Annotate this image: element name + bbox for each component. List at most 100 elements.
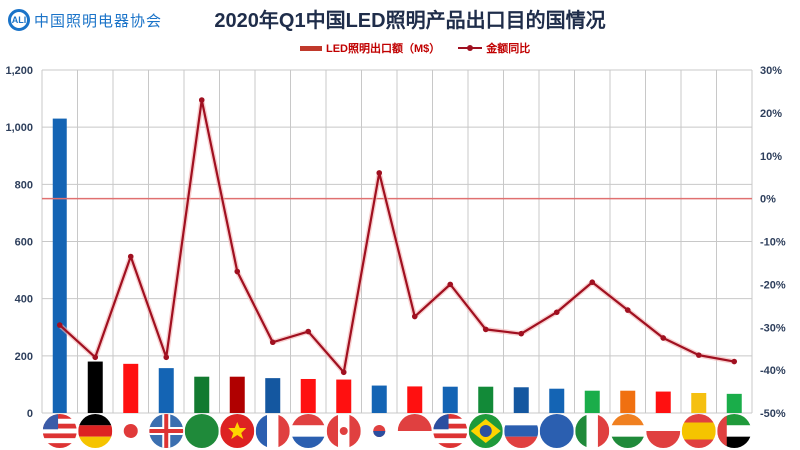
flag-band: [717, 414, 727, 448]
left-axis-tick: 0: [27, 408, 33, 420]
right-axis-tick: 0%: [760, 194, 776, 206]
bar-netherlands: [300, 378, 316, 413]
flag-band: [78, 436, 113, 448]
line-point: [56, 322, 63, 328]
line-point: [589, 279, 596, 286]
flag-stripe: [433, 433, 468, 439]
flag-band: [575, 414, 587, 448]
flag-dot: [479, 425, 492, 437]
line-point: [731, 358, 738, 365]
flag-bg: [184, 414, 219, 448]
flag-band: [291, 414, 326, 426]
logo-text: 中国照明电器协会: [34, 11, 163, 30]
flag-uk-icon: [149, 414, 184, 448]
line-point: [198, 97, 205, 103]
right-axis-tick: 10%: [760, 151, 782, 163]
flag-stripe: [42, 433, 77, 439]
flag-band: [278, 414, 290, 448]
flag-band: [610, 425, 645, 437]
right-axis-tick: -50%: [760, 408, 786, 420]
bar-series: [52, 118, 742, 413]
flag-band: [646, 414, 681, 431]
line-marker-icon: [458, 45, 483, 51]
line-point: [234, 268, 241, 275]
bar-vietnam: [229, 376, 245, 413]
right-axis-tick: -30%: [760, 322, 786, 334]
logo-mark-icon: ALI: [8, 9, 30, 31]
flag-band: [610, 414, 645, 426]
left-axis-tick: 600: [15, 237, 33, 249]
flag-stripe: [42, 414, 77, 419]
right-axis-tick: 30%: [760, 65, 782, 77]
right-axis-tick: -10%: [760, 237, 786, 249]
line-point: [660, 335, 667, 341]
flag-band: [610, 436, 645, 448]
bar-germany: [87, 361, 103, 413]
flag-cross: [149, 429, 184, 433]
flag-band: [397, 431, 432, 448]
flag-band: [681, 439, 716, 448]
line-point: [127, 253, 134, 260]
flag-band: [681, 414, 716, 423]
right-axis-tick: -20%: [760, 279, 786, 291]
line-point: [305, 328, 312, 335]
right-axis-tick: -40%: [760, 365, 786, 377]
left-y-axis: 0 200 400 600 800 1,000 1,200: [5, 65, 33, 420]
flag-stripe: [433, 414, 468, 419]
flag-de-icon: [78, 414, 113, 448]
flag-band: [504, 436, 539, 448]
flag-band: [597, 414, 610, 448]
line-point: [269, 339, 276, 346]
legend-line-label: 金额同比: [486, 43, 531, 55]
flag-br-icon: [468, 414, 503, 448]
bar-saudi-arabia: [194, 376, 210, 413]
line-series: [56, 97, 738, 376]
bar-russia: [513, 387, 529, 413]
flag-bg: [539, 414, 574, 448]
line-point: [411, 313, 418, 320]
left-axis-tick: 800: [15, 179, 33, 191]
bar-malaysia: [442, 386, 458, 413]
line-point: [624, 307, 631, 313]
flag-my-icon: [433, 414, 468, 448]
bar-japan: [123, 363, 139, 413]
left-axis-tick: 200: [15, 351, 33, 363]
line-point: [340, 369, 347, 376]
flag-ae-icon: [717, 414, 752, 448]
flag-jp-icon: [113, 414, 148, 448]
flag-stripe: [42, 428, 77, 434]
bar-poland: [655, 391, 671, 413]
flag-stripe: [433, 438, 468, 444]
left-axis-tick: 1,200: [5, 65, 33, 77]
flag-es-icon: [681, 414, 716, 448]
flag-star: [228, 422, 247, 439]
flag-band: [717, 436, 752, 448]
flag-band: [326, 414, 339, 448]
country-flags: [42, 414, 752, 448]
chart-title: 2020年Q1中国LED照明产品出口目的国情况: [214, 10, 606, 32]
bar-canada: [336, 379, 352, 413]
flag-band: [267, 414, 279, 448]
left-axis-tick: 400: [15, 294, 33, 306]
flag-canton: [42, 414, 59, 430]
flag-stripe: [433, 423, 468, 429]
bar-united-kingdom: [158, 368, 174, 413]
flag-dot: [123, 424, 138, 438]
flag-vn-icon: [220, 414, 255, 448]
bar-south-korea: [371, 385, 387, 413]
bar-india: [620, 390, 636, 413]
flag-band: [646, 431, 681, 448]
line-point: [92, 354, 99, 361]
flag-stripe: [433, 418, 468, 424]
flag-in-icon: [610, 414, 645, 448]
flag-band: [717, 425, 752, 437]
bar-swatch-icon: [300, 45, 322, 51]
flag-leaf: [339, 427, 348, 435]
left-axis-tick: 1,000: [5, 122, 33, 134]
bar-brazil: [478, 386, 494, 413]
flag-kr-icon: [362, 414, 397, 448]
legend-item-line: 金额同比: [458, 40, 530, 56]
flag-band: [291, 436, 326, 448]
flag-ca-icon: [326, 414, 361, 448]
